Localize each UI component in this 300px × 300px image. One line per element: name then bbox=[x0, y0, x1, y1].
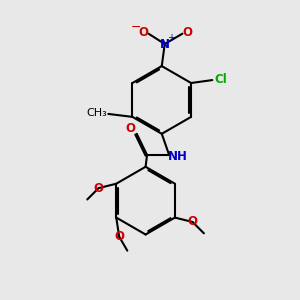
Text: O: O bbox=[114, 230, 124, 243]
Text: +: + bbox=[167, 32, 175, 43]
Text: O: O bbox=[126, 122, 136, 135]
Text: O: O bbox=[188, 215, 198, 229]
Text: O: O bbox=[183, 26, 193, 39]
Text: O: O bbox=[138, 26, 148, 39]
Text: Cl: Cl bbox=[214, 73, 227, 86]
Text: NH: NH bbox=[167, 150, 187, 163]
Text: O: O bbox=[94, 182, 103, 195]
Text: N: N bbox=[160, 38, 170, 50]
Text: CH₃: CH₃ bbox=[87, 108, 107, 118]
Text: −: − bbox=[131, 21, 141, 34]
